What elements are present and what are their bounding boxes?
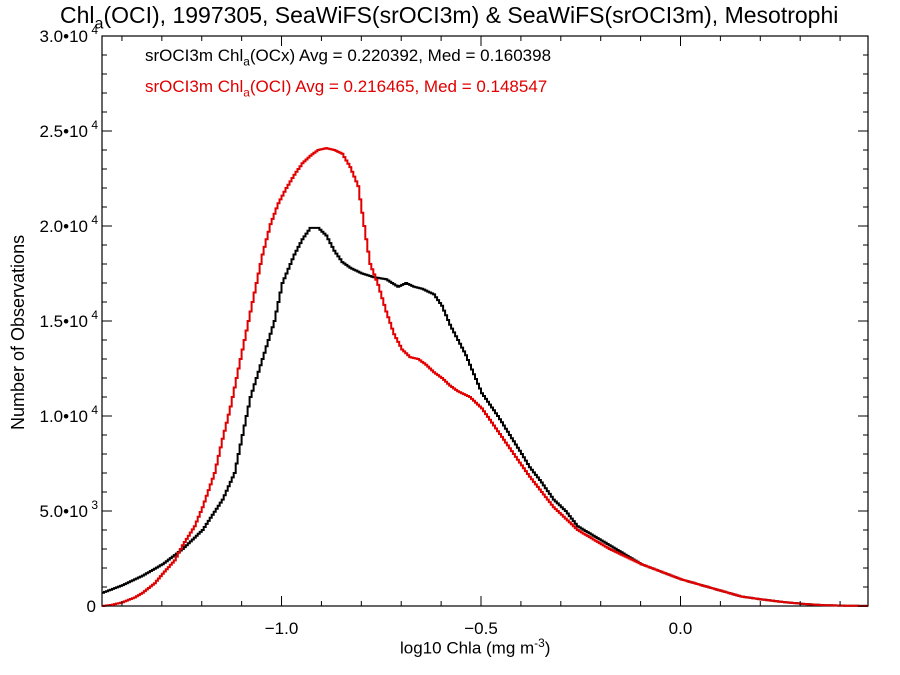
x-tick-label: −0.5 <box>464 619 498 638</box>
y-axis-label: Number of Observations <box>8 234 28 430</box>
y-tick-exponent: 4 <box>91 213 98 227</box>
y-tick-label: 0 <box>87 597 96 616</box>
x-axis-label: log10 Chla (mg m-3) <box>400 636 551 658</box>
x-tick-label: −1.0 <box>265 619 299 638</box>
plot-frame <box>101 35 869 607</box>
series-layer <box>102 147 868 607</box>
y-tick-label: 5.0•10 <box>40 502 89 521</box>
y-tick-label: 2.0•10 <box>40 217 89 236</box>
y-tick-label: 2.5•10 <box>40 122 89 141</box>
legend-entry-ocx: srOCI3m Chla(OCx) Avg = 0.220392, Med = … <box>145 46 552 69</box>
y-tick-exponent: 4 <box>91 308 98 322</box>
legend-entry-oci: srOCI3m Chla(OCI) Avg = 0.216465, Med = … <box>145 77 548 100</box>
axes-frame <box>101 35 869 607</box>
y-tick-exponent: 4 <box>91 23 98 37</box>
y-tick-exponent: 4 <box>91 118 98 132</box>
ticks-layer: −1.0 −0.5 0.005.0•10 31.0•10 41.5•10 42.0•10 4… <box>40 23 868 638</box>
y-tick-label: 1.5•10 <box>40 312 89 331</box>
y-tick-label: 1.0•10 <box>40 407 89 426</box>
y-tick-label: 3.0•10 <box>40 27 89 46</box>
chart-title: Chla(OCI), 1997305, SeaWiFS(srOCI3m) & S… <box>60 2 839 33</box>
series-line-0 <box>102 226 868 607</box>
y-tick-exponent: 3 <box>91 498 98 512</box>
series-line-1 <box>102 147 868 607</box>
y-tick-exponent: 4 <box>91 403 98 417</box>
x-tick-label: 0.0 <box>669 619 693 638</box>
